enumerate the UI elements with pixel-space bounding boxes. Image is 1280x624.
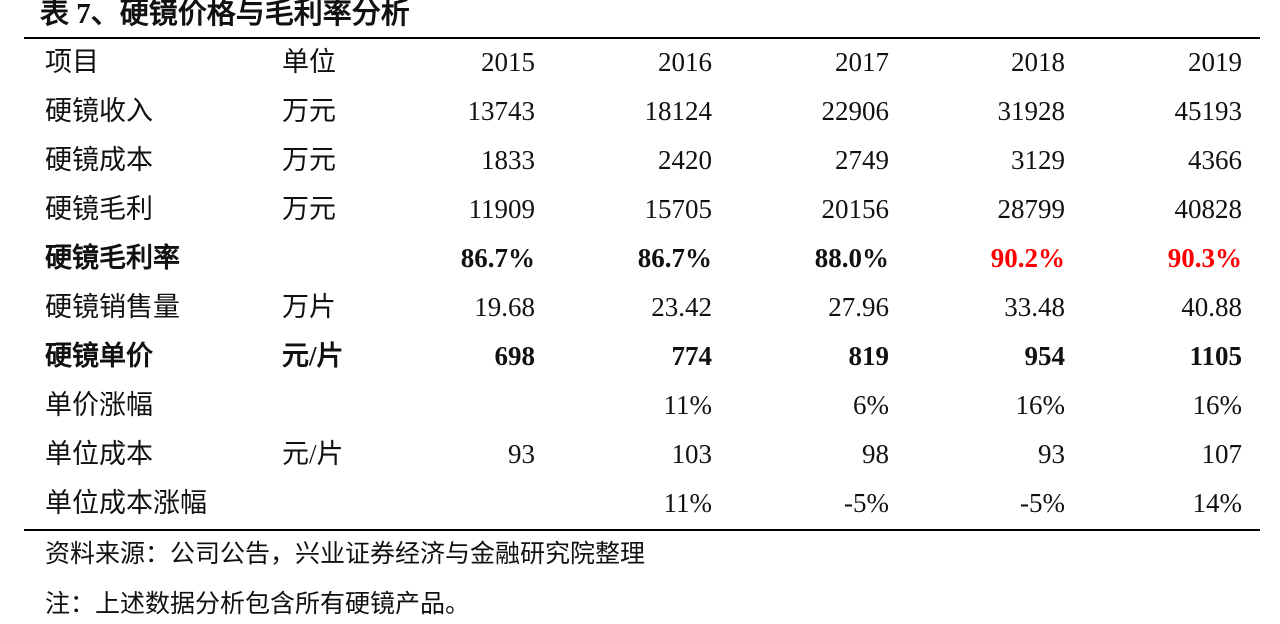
table-cell: 万元 <box>282 145 336 175</box>
table-cell: 4366 <box>1188 145 1242 175</box>
table-cell: 硬镜收入 <box>45 96 153 126</box>
table-cell: 2749 <box>835 145 889 175</box>
table-cell: 万元 <box>282 96 336 126</box>
header-cell: 2015 <box>481 47 535 77</box>
header-cell: 项目 <box>45 47 99 77</box>
table-cell: 硬镜毛利 <box>45 194 153 224</box>
footnote: 注：上述数据分析包含所有硬镜产品。 <box>45 591 471 618</box>
table-cell: 45193 <box>1174 96 1243 126</box>
table-cell: 819 <box>848 341 890 371</box>
table-cell: 3129 <box>1011 145 1065 175</box>
table-cell: 954 <box>1024 341 1066 371</box>
table-cell: 11% <box>663 390 713 420</box>
table-cell: 103 <box>671 439 713 469</box>
table-cell: 单位成本涨幅 <box>45 488 207 518</box>
table-cell: 33.48 <box>1004 292 1065 322</box>
table-cell: 98 <box>862 439 889 469</box>
header-cell: 2019 <box>1188 47 1242 77</box>
table-cell: 单价涨幅 <box>45 390 153 420</box>
table-cell: 6% <box>853 390 889 420</box>
table-cell: 单位成本 <box>45 439 153 469</box>
table-cell: 16% <box>1192 390 1243 420</box>
table-cell: -5% <box>844 488 889 518</box>
top-rule <box>24 37 1260 39</box>
table-cell: 19.68 <box>474 292 535 322</box>
table-cell: 元/片 <box>282 439 344 469</box>
table-cell: 698 <box>494 341 536 371</box>
bottom-rule <box>24 529 1260 531</box>
table-cell: 774 <box>671 341 713 371</box>
table-cell: 28799 <box>997 194 1066 224</box>
table-cell: 22906 <box>821 96 890 126</box>
header-cell: 2018 <box>1011 47 1065 77</box>
table-cell: 2420 <box>658 145 712 175</box>
table-cell: 硬镜销售量 <box>45 292 180 322</box>
header-cell: 单位 <box>282 47 336 77</box>
table-cell: 93 <box>1038 439 1065 469</box>
table-title: 表 7、硬镜价格与毛利率分析 <box>40 0 410 30</box>
table-cell: 13743 <box>467 96 536 126</box>
table-cell: 18124 <box>644 96 713 126</box>
table-cell: 90.2% <box>990 243 1065 273</box>
table-cell: 硬镜单价 <box>45 341 153 371</box>
table-cell: 107 <box>1201 439 1243 469</box>
table-cell: 88.0% <box>814 243 889 273</box>
header-cell: 2017 <box>835 47 889 77</box>
table-cell: 万片 <box>282 292 336 322</box>
table-cell: 90.3% <box>1167 243 1242 273</box>
table-cell: 11909 <box>468 194 536 224</box>
table-cell: 27.96 <box>828 292 889 322</box>
table-cell: 23.42 <box>651 292 712 322</box>
table-cell: 40828 <box>1174 194 1243 224</box>
table-cell: 1105 <box>1189 341 1242 371</box>
source-note: 资料来源：公司公告，兴业证券经济与金融研究院整理 <box>45 541 646 568</box>
table-cell: 16% <box>1015 390 1066 420</box>
table-cell: 40.88 <box>1181 292 1242 322</box>
table-cell: 11% <box>663 488 713 518</box>
table-cell: 1833 <box>481 145 535 175</box>
table-cell: 20156 <box>821 194 890 224</box>
table-cell: 93 <box>508 439 535 469</box>
table-cell: 86.7% <box>460 243 535 273</box>
table-cell: 14% <box>1192 488 1243 518</box>
table-cell: 15705 <box>644 194 713 224</box>
table-cell: 硬镜毛利率 <box>45 243 180 273</box>
table-cell: 万元 <box>282 194 336 224</box>
table-cell: 31928 <box>997 96 1066 126</box>
table-cell: 元/片 <box>282 341 344 371</box>
table-cell: -5% <box>1020 488 1065 518</box>
table-cell: 86.7% <box>637 243 712 273</box>
table-cell: 硬镜成本 <box>45 145 153 175</box>
header-cell: 2016 <box>658 47 712 77</box>
